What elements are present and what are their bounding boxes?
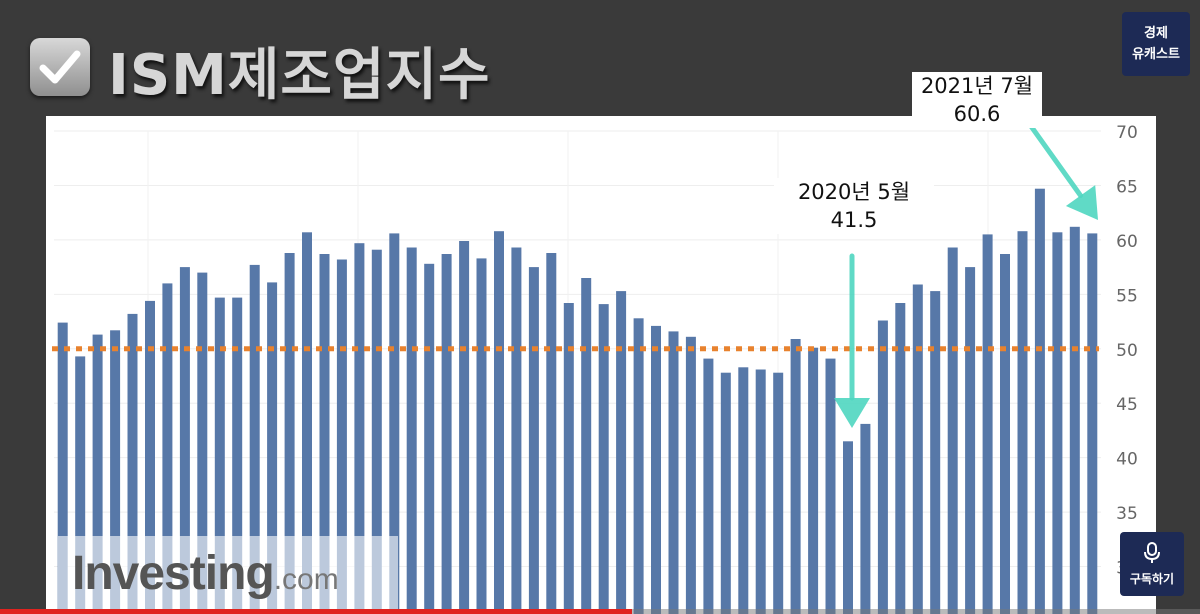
bar-6 — [162, 283, 173, 614]
microphone-icon — [1144, 541, 1160, 563]
watermark-name: Investing — [72, 547, 275, 600]
subscribe-label: 구독하기 — [1129, 571, 1175, 586]
bar-11 — [249, 264, 260, 614]
bar-23 — [459, 241, 470, 614]
bar-47 — [877, 320, 888, 614]
bar-31 — [598, 304, 609, 614]
bar-41 — [773, 372, 784, 614]
bar-22 — [441, 254, 452, 614]
bar-44 — [825, 358, 836, 614]
bar-13 — [284, 253, 295, 614]
bar-12 — [267, 282, 278, 614]
y-tick-label-5: 50 — [1116, 341, 1138, 361]
header: ISM제조업지수 경제 유캐스트 — [0, 0, 1200, 116]
ism-bar-chart: 25303540455055606570 — [52, 119, 1138, 614]
bar-58 — [1069, 226, 1080, 614]
bar-18 — [371, 249, 382, 614]
bar-48 — [895, 303, 906, 614]
bar-3 — [110, 330, 121, 614]
bar-45 — [843, 441, 853, 614]
bar-38 — [720, 372, 731, 614]
bar-26 — [511, 247, 522, 614]
y-tick-label-4: 45 — [1116, 395, 1138, 415]
annotation-value-1: 60.6 — [953, 102, 1001, 126]
bar-52 — [965, 267, 976, 614]
bar-series — [57, 188, 1098, 614]
y-axis-ticks: 25303540455055606570 — [1116, 123, 1138, 614]
page-title: ISM제조업지수 — [108, 43, 491, 108]
video-progress-bar[interactable] — [0, 609, 1200, 614]
annotation-value-0: 41.5 — [830, 208, 878, 232]
watermark-suffix: .com — [273, 563, 339, 596]
bar-27 — [528, 267, 539, 614]
bar-5 — [145, 300, 155, 614]
bar-10 — [232, 297, 243, 614]
bar-7 — [179, 267, 190, 614]
bar-37 — [703, 358, 714, 614]
annotation-label-0: 2020년 5월 41.5 — [774, 178, 934, 234]
bar-25 — [494, 231, 504, 614]
annotation-date-0: 2020년 5월 — [797, 180, 911, 204]
checkbox-check-icon — [30, 38, 90, 96]
bar-36 — [685, 336, 696, 614]
arrow-annotation-0 — [834, 253, 870, 428]
bar-46 — [860, 423, 871, 614]
bar-20 — [406, 247, 417, 614]
bar-57 — [1052, 232, 1063, 614]
y-tick-label-9: 70 — [1116, 123, 1138, 143]
bar-28 — [546, 253, 557, 614]
bar-54 — [1000, 254, 1010, 614]
bar-17 — [354, 243, 365, 614]
bar-2 — [92, 334, 103, 614]
bar-30 — [581, 278, 592, 614]
bar-29 — [563, 303, 574, 614]
bar-21 — [424, 263, 435, 614]
bar-42 — [790, 339, 801, 614]
annotation-date-1: 2021년 7월 — [920, 74, 1034, 98]
bar-32 — [616, 291, 627, 614]
channel-logo-line1: 경제 — [1144, 26, 1168, 41]
bar-56 — [1034, 188, 1045, 614]
bar-0 — [57, 322, 68, 614]
bar-15 — [319, 254, 330, 614]
subscribe-button[interactable]: 구독하기 — [1120, 532, 1184, 596]
bar-16 — [336, 259, 347, 614]
watermark-backdrop — [58, 536, 398, 614]
bar-14 — [302, 232, 312, 614]
bar-55 — [1017, 231, 1028, 614]
bar-24 — [476, 258, 487, 614]
bar-50 — [930, 291, 941, 614]
video-progress-fill — [0, 609, 633, 614]
bar-8 — [197, 272, 208, 614]
bar-40 — [755, 369, 766, 614]
channel-logo-line2: 유캐스트 — [1132, 47, 1180, 62]
bar-43 — [808, 347, 819, 614]
bar-1 — [75, 356, 86, 614]
annotation-label-1: 2021년 7월 60.6 — [912, 72, 1042, 128]
y-tick-label-3: 40 — [1116, 450, 1138, 470]
arrow-annotation-1 — [1025, 119, 1098, 220]
bar-33 — [633, 318, 644, 614]
y-tick-label-2: 35 — [1116, 504, 1138, 524]
channel-logo-badge: 경제 유캐스트 — [1122, 12, 1190, 76]
y-tick-label-6: 55 — [1116, 286, 1138, 306]
bar-39 — [738, 367, 749, 614]
bar-59 — [1087, 233, 1098, 614]
y-tick-label-8: 65 — [1116, 177, 1138, 197]
bar-4 — [127, 313, 138, 614]
bar-34 — [651, 325, 661, 614]
chart-panel: 25303540455055606570 Investing.com 2020년… — [46, 116, 1156, 614]
bar-49 — [912, 284, 923, 614]
investing-watermark-logo: Investing.com — [72, 546, 339, 601]
y-tick-label-7: 60 — [1116, 232, 1138, 252]
annotation-arrows — [834, 119, 1098, 428]
bar-35 — [668, 331, 679, 614]
bar-19 — [389, 233, 400, 614]
bar-53 — [982, 234, 993, 614]
bar-9 — [214, 297, 225, 614]
bar-51 — [947, 247, 958, 614]
